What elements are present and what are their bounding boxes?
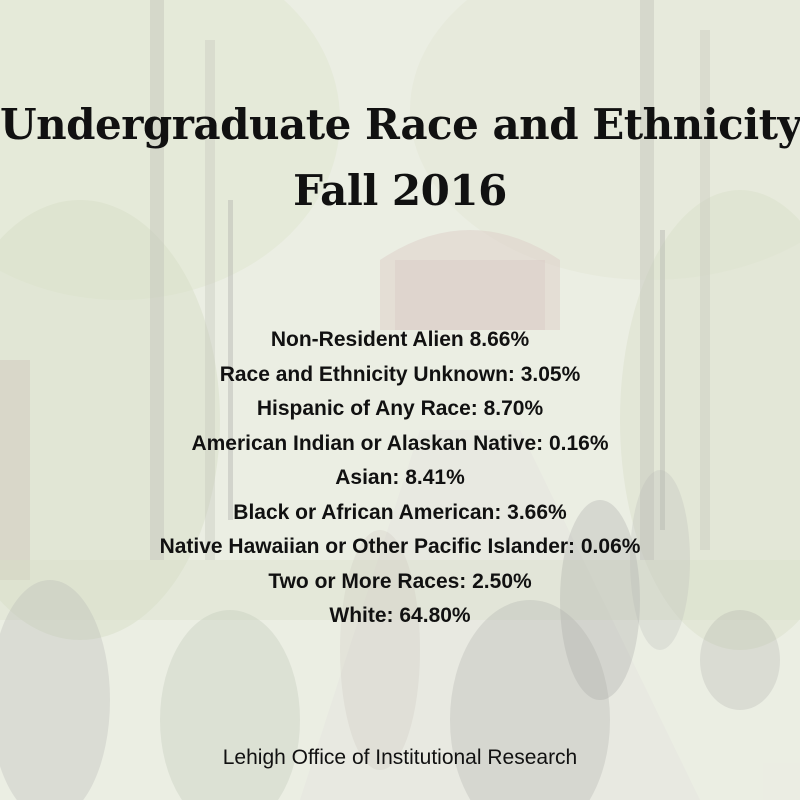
source-credit: Lehigh Office of Institutional Research (222, 746, 578, 769)
list-item: Native Hawaiian or Other Pacific Islande… (159, 535, 641, 558)
list-item: White: 64.80% (329, 604, 471, 627)
list-item: Asian: 8.41% (335, 466, 465, 489)
list-item: Black or African American: 3.66% (233, 500, 567, 524)
ethnicity-breakdown-list: Non-Resident Alien 8.66% Race and Ethnic… (0, 323, 800, 634)
list-item: Two or More Races: 2.50% (268, 569, 532, 593)
list-item: Hispanic of Any Race: 8.70% (256, 397, 544, 420)
list-item: American Indian or Alaskan Native: 0.16% (191, 431, 609, 455)
poster-title: Undergraduate Race and Ethnicity Fall 20… (0, 92, 800, 224)
title-line-2: Fall 2016 (293, 166, 507, 215)
list-item: Non-Resident Alien 8.66% (270, 328, 530, 351)
list-item: Race and Ethnicity Unknown: 3.05% (219, 362, 581, 386)
title-line-1: Undergraduate Race and Ethnicity (0, 100, 800, 149)
